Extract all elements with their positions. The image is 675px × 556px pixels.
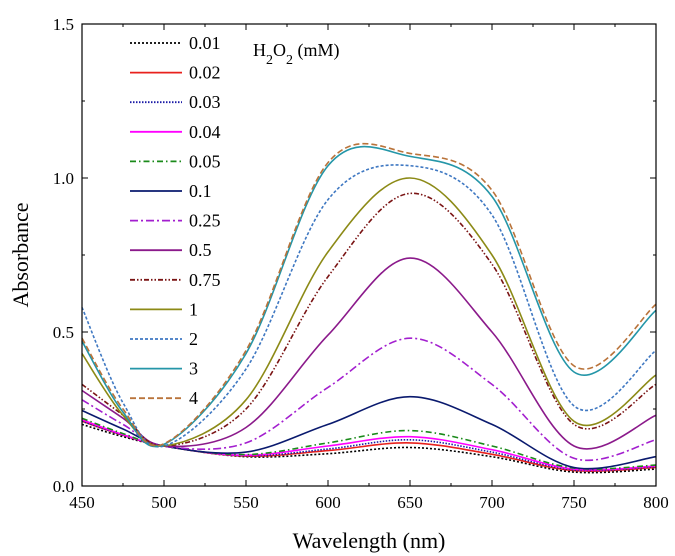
y-tick-label: 0.0 xyxy=(53,477,74,496)
x-tick-label: 650 xyxy=(397,493,423,512)
series-line-0.5 xyxy=(81,257,657,450)
plot-lines xyxy=(81,142,657,474)
legend-label: 4 xyxy=(189,388,198,408)
series-line-1 xyxy=(81,177,657,447)
legend-label: 0.04 xyxy=(189,122,221,142)
legend-title-sub1: 2 xyxy=(266,53,273,68)
series-line-3 xyxy=(81,145,657,448)
series-line-2 xyxy=(81,164,657,448)
x-axis-title: Wavelength (nm) xyxy=(293,528,446,553)
legend-label: 0.01 xyxy=(189,33,221,53)
series-line-0.01 xyxy=(81,423,657,474)
legend-label: 3 xyxy=(189,359,198,379)
series-line-4 xyxy=(81,142,657,447)
x-tick-label: 600 xyxy=(315,493,341,512)
y-axis-title: Absorbance xyxy=(8,202,33,307)
axes: 450 500 550 600 650 700 750 800 0.0 0.5 1.0 1.5 xyxy=(53,15,669,512)
legend-label: 0.75 xyxy=(189,270,221,290)
legend-title-sub2: 2 xyxy=(286,53,293,68)
legend-label: 0.02 xyxy=(189,63,221,83)
legend-title: H2O2 (mM) xyxy=(253,40,340,68)
legend-label: 0.25 xyxy=(189,211,221,231)
legend-title-mid: O xyxy=(273,40,286,60)
series-line-0.1 xyxy=(81,395,657,470)
legend-label: 1 xyxy=(189,299,198,319)
legend-title-base: H xyxy=(253,40,266,60)
series-line-0.05 xyxy=(81,417,657,470)
legend-label: 0.03 xyxy=(189,92,221,112)
x-tick-label: 800 xyxy=(643,493,669,512)
series-line-0.25 xyxy=(81,337,657,462)
x-tick-label: 450 xyxy=(69,493,95,512)
legend-title-tail: (mM) xyxy=(293,40,340,61)
legend-label: 0.05 xyxy=(189,151,221,171)
y-tick-label: 1.0 xyxy=(53,169,74,188)
x-tick-label: 500 xyxy=(151,493,177,512)
series-line-0.75 xyxy=(81,192,657,447)
x-tick-label: 550 xyxy=(233,493,259,512)
x-tick-label: 750 xyxy=(561,493,587,512)
y-tick-label: 0.5 xyxy=(53,323,74,342)
legend-label: 0.1 xyxy=(189,181,212,201)
x-tick-label: 700 xyxy=(479,493,505,512)
legend-label: 0.5 xyxy=(189,240,212,260)
y-tick-label: 1.5 xyxy=(53,15,74,34)
legend-label: 2 xyxy=(189,329,198,349)
legend: 0.01 0.02 0.03 0.04 0.05 0.1 0.25 0.5 0.75 1 2 3 4 xyxy=(130,33,221,408)
